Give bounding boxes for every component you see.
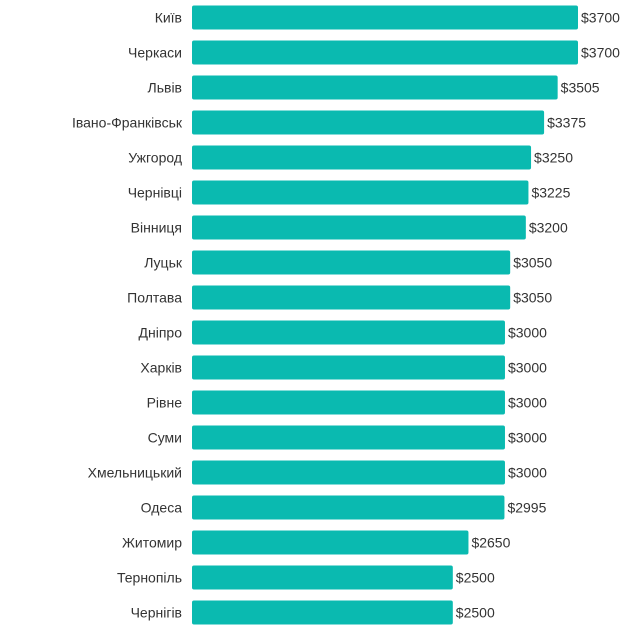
bar [192,530,469,555]
value-label: $2500 [456,605,495,621]
bars-layer: Київ $3700 Черкаси $3700 Львів $3505 Івано-Фра… [72,5,620,625]
category-label: Черкаси [128,45,182,61]
bar [192,5,578,30]
category-label: Київ [155,10,182,26]
category-label: Харків [140,360,182,376]
value-label: $3250 [534,150,573,166]
category-label: Львів [148,80,182,96]
bar [192,495,505,520]
bar [192,215,526,240]
value-label: $3505 [561,80,600,96]
bar [192,355,505,380]
category-label: Івано-Франківськ [72,115,183,131]
category-label: Дніпро [139,325,183,341]
value-label: $3000 [508,395,547,411]
bar [192,565,453,590]
bar [192,110,545,135]
value-label: $3050 [513,290,552,306]
bar [192,250,511,275]
category-label: Луцьк [144,255,183,271]
bar [192,180,529,205]
value-label: $3375 [547,115,586,131]
value-label: $3200 [529,220,568,236]
bar [192,390,505,415]
category-label: Вінниця [131,220,182,236]
bar [192,285,511,310]
value-label: $3050 [513,255,552,271]
category-label: Тернопіль [117,570,182,586]
value-label: $3000 [508,430,547,446]
category-label: Рівне [147,395,183,411]
category-label: Чернігів [131,605,182,621]
category-label: Житомир [122,535,182,551]
value-label: $2500 [456,570,495,586]
value-label: $3225 [531,185,570,201]
category-label: Ужгород [128,150,182,166]
value-label: $2650 [471,535,510,551]
category-label: Одеса [141,500,183,516]
value-label: $3700 [581,45,620,61]
value-label: $2995 [507,500,546,516]
bar [192,75,558,100]
value-label: $3000 [508,325,547,341]
bar [192,320,505,345]
bar [192,425,505,450]
category-label: Чернівці [128,185,182,201]
category-label: Суми [148,430,182,446]
bar [192,145,532,170]
category-label: Полтава [127,290,182,306]
value-label: $3000 [508,360,547,376]
bar [192,40,578,65]
bar [192,600,453,625]
value-label: $3000 [508,465,547,481]
bar [192,460,505,485]
category-label: Хмельницький [88,465,182,481]
value-label: $3700 [581,10,620,26]
